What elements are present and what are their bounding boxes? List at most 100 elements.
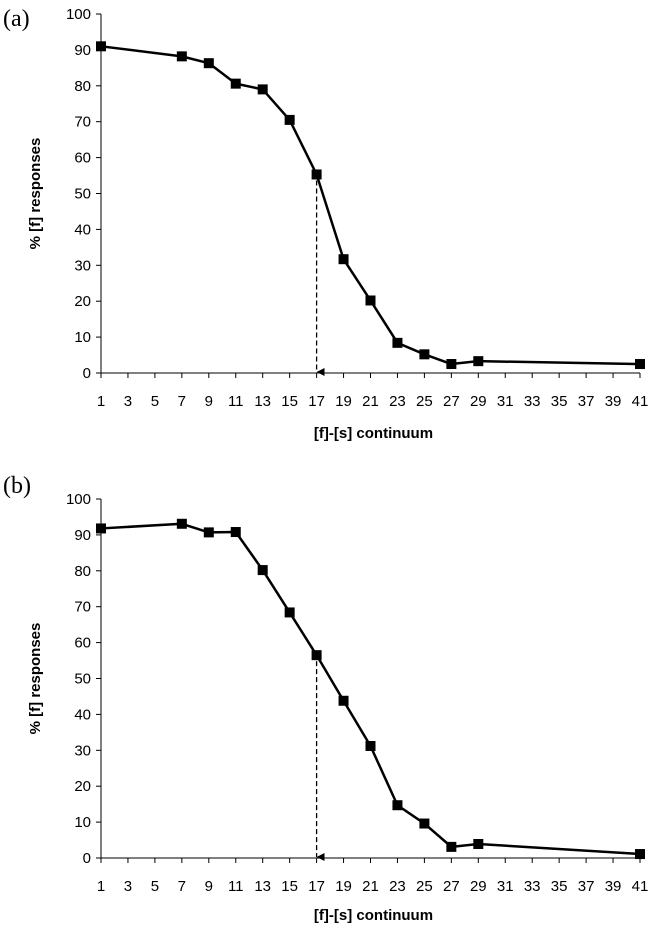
data-point: [338, 254, 349, 265]
x-tick-label: 37: [578, 393, 595, 410]
x-tick-label: 29: [470, 878, 487, 895]
x-tick-label: 15: [281, 878, 298, 895]
y-tick-label: 50: [74, 186, 91, 203]
x-tick-label: 7: [178, 878, 186, 895]
y-tick-label: 80: [74, 563, 91, 580]
x-tick-label: 33: [524, 393, 541, 410]
x-tick-label: 19: [335, 878, 352, 895]
y-axis-title: % [f] responses: [27, 138, 44, 250]
data-point: [176, 518, 187, 529]
y-tick-label: 90: [74, 42, 91, 59]
y-tick-label: 30: [74, 257, 91, 274]
series-line: [100, 45, 641, 366]
y-tick-label: 100: [66, 491, 91, 508]
y-tick-label: 60: [74, 150, 91, 167]
x-axis-title: [f]-[s] continuum: [314, 907, 433, 924]
x-tick-label: 35: [551, 878, 568, 895]
y-tick-label: 30: [74, 742, 91, 759]
x-tick-label: 27: [443, 878, 460, 895]
x-tick-label: 3: [124, 393, 132, 410]
x-tick-label: 37: [578, 878, 595, 895]
x-tick-label: 7: [178, 393, 186, 410]
x-tick-label: 39: [605, 878, 622, 895]
x-tick-label: 25: [416, 878, 433, 895]
data-point: [203, 58, 214, 69]
data-point: [96, 41, 106, 52]
data-point: [311, 650, 322, 661]
x-tick-label: 41: [632, 878, 649, 895]
x-tick-label: 23: [389, 393, 406, 410]
x-tick-label: 39: [605, 393, 622, 410]
x-tick-label: 35: [551, 393, 568, 410]
x-tick-label: 29: [470, 393, 487, 410]
data-point: [338, 695, 349, 706]
y-tick-label: 0: [83, 365, 91, 382]
data-point: [230, 78, 241, 89]
x-tick-label: 9: [205, 878, 213, 895]
y-tick-label: 60: [74, 635, 91, 652]
x-tick-label: 11: [228, 878, 244, 895]
x-tick-label: 25: [416, 393, 433, 410]
x-tick-label: 13: [254, 878, 271, 895]
series-line: [100, 522, 641, 856]
data-point: [635, 849, 645, 860]
data-point: [257, 84, 268, 95]
y-tick-label: 70: [74, 599, 91, 616]
y-axis-title: % [f] responses: [27, 623, 44, 735]
x-tick-label: 17: [308, 878, 325, 895]
x-tick-label: 15: [281, 393, 298, 410]
y-tick-label: 80: [74, 78, 91, 95]
y-tick-label: 0: [83, 850, 91, 867]
data-point: [419, 818, 430, 829]
data-point: [284, 114, 295, 125]
x-tick-label: 23: [389, 878, 406, 895]
x-tick-label: 19: [335, 393, 352, 410]
y-tick-label: 40: [74, 706, 91, 723]
x-tick-label: 13: [254, 393, 271, 410]
y-tick-label: 90: [74, 527, 91, 544]
x-tick-label: 3: [124, 878, 132, 895]
panel-label: (a): [3, 6, 30, 32]
data-point: [365, 740, 376, 751]
data-point: [392, 337, 403, 348]
x-tick-label: 31: [497, 878, 514, 895]
x-axis-title: [f]-[s] continuum: [314, 425, 433, 442]
x-tick-label: 9: [205, 393, 213, 410]
x-tick-label: 41: [632, 393, 649, 410]
y-tick-label: 10: [74, 814, 91, 831]
data-point: [203, 527, 214, 538]
x-tick-label: 1: [97, 878, 105, 895]
y-tick-label: 50: [74, 671, 91, 688]
data-point: [230, 527, 241, 538]
data-point: [419, 349, 430, 360]
data-point: [392, 800, 403, 811]
y-tick-label: 100: [66, 6, 91, 23]
y-tick-label: 20: [74, 293, 91, 310]
data-point: [473, 356, 484, 367]
x-tick-label: 17: [308, 393, 325, 410]
y-tick-label: 70: [74, 114, 91, 131]
panel-label: (b): [3, 473, 31, 499]
y-tick-label: 20: [74, 778, 91, 795]
data-point: [311, 169, 322, 180]
data-point: [446, 359, 457, 370]
data-point: [635, 359, 645, 370]
x-tick-label: 27: [443, 393, 460, 410]
data-point: [446, 841, 457, 852]
x-tick-label: 31: [497, 393, 514, 410]
x-tick-label: 21: [362, 878, 379, 895]
x-tick-label: 5: [151, 393, 159, 410]
x-tick-label: 11: [228, 393, 244, 410]
data-point: [176, 51, 187, 62]
x-tick-label: 33: [524, 878, 541, 895]
data-point: [257, 565, 268, 576]
x-tick-label: 21: [362, 393, 379, 410]
y-tick-label: 40: [74, 221, 91, 238]
data-point: [284, 607, 295, 618]
data-point: [96, 523, 106, 534]
x-tick-label: 5: [151, 878, 159, 895]
y-tick-label: 10: [74, 329, 91, 346]
